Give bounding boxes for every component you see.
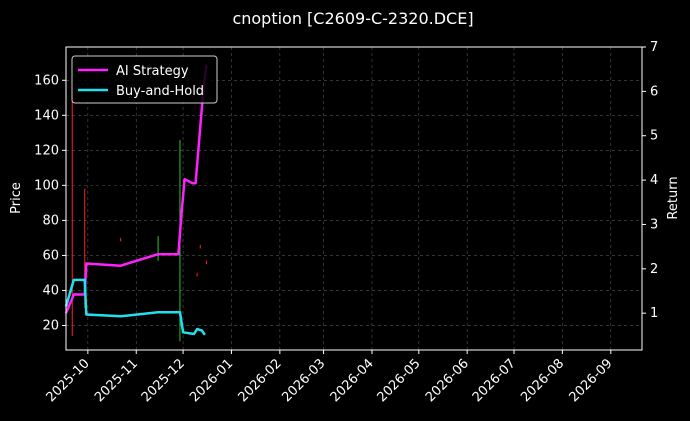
- y-left-tick-label: 20: [42, 318, 59, 333]
- series-lines: [64, 64, 208, 336]
- y-right-tick-label: 2: [650, 262, 658, 277]
- chart-title: cnoption [C2609-C-2320.DCE]: [232, 9, 473, 28]
- y-right-tick-label: 3: [650, 217, 658, 232]
- y-left-tick-label: 60: [42, 248, 59, 263]
- y-left-tick-label: 100: [34, 178, 59, 193]
- y-left-tick-label: 160: [34, 73, 59, 88]
- y-right-tick-label: 7: [650, 40, 658, 55]
- y-axis-left: 20 40 60 80 100 120 140 160: [34, 73, 66, 333]
- y-right-tick-label: 6: [650, 84, 658, 99]
- y-left-tick-label: 80: [42, 213, 59, 228]
- legend-box: [71, 55, 218, 104]
- series-line-buy-and-hold: [64, 278, 206, 336]
- y-axis-left-label: Price: [9, 182, 24, 214]
- y-left-tick-label: 140: [34, 108, 59, 123]
- y-right-tick-label: 5: [650, 129, 658, 144]
- y-right-tick-label: 4: [650, 173, 658, 188]
- y-left-tick-label: 120: [34, 143, 59, 158]
- legend-label-ai-strategy: AI Strategy: [116, 64, 189, 79]
- plot-frame: [65, 46, 643, 351]
- legend: AI Strategy Buy-and-Hold: [71, 55, 218, 104]
- y-axis-right: 1 2 3 4 5 6 7: [642, 40, 658, 321]
- legend-label-buy-and-hold: Buy-and-Hold: [116, 84, 204, 99]
- y-axis-right-label: Return: [666, 176, 681, 219]
- y-right-tick-label: 1: [650, 306, 658, 321]
- y-left-tick-label: 40: [42, 283, 59, 298]
